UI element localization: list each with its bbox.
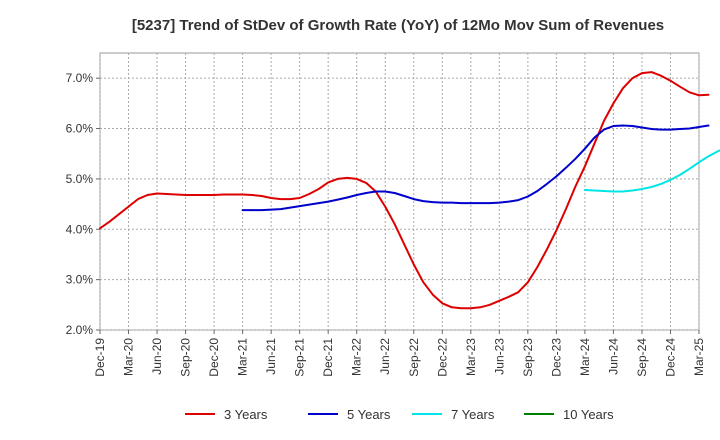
x-axis: Dec-19 Mar-20 Jun-20 Sep-20 Dec-20 Mar-21 Jun-… [93,330,706,377]
x-tick-label: Jun-24 [606,338,620,375]
series-line-5-years [241,124,710,212]
x-tick-label: Dec-23 [549,338,563,377]
x-tick-label: Jun-20 [150,338,164,375]
x-tick-label: Sep-24 [635,338,649,377]
legend: 3 Years 5 Years 7 Years 10 Years [185,407,614,422]
x-tick-label: Sep-23 [521,338,535,377]
y-tick-label: 6.0% [66,122,94,136]
x-tick-label: Mar-20 [122,338,136,376]
y-tick-label: 5.0% [66,172,94,186]
series-layer [99,71,720,310]
x-tick-label: Sep-20 [179,338,193,377]
x-tick-label: Mar-25 [692,338,706,376]
x-tick-label: Dec-24 [663,338,677,377]
y-tick-label: 3.0% [66,273,94,287]
x-tick-label: Dec-19 [93,338,107,377]
x-tick-label: Jun-21 [264,338,278,375]
y-tick-label: 7.0% [66,71,94,85]
y-tick-label: 4.0% [66,222,94,236]
chart-title: [5237] Trend of StDev of Growth Rate (Yo… [132,17,664,34]
x-tick-label: Mar-23 [464,338,478,376]
legend-label: 10 Years [563,407,614,422]
y-tick-label: 2.0% [66,323,94,337]
x-tick-label: Sep-22 [407,338,421,377]
series-line-3-years-cont- [669,79,710,97]
legend-label: 7 Years [451,407,495,422]
legend-label: 5 Years [347,407,391,422]
x-tick-label: Dec-21 [321,338,335,377]
x-tick-label: Mar-22 [350,338,364,376]
x-tick-label: Dec-22 [435,338,449,377]
x-tick-label: Jun-23 [492,338,506,375]
x-tick-label: Mar-24 [578,338,592,376]
x-tick-label: Dec-20 [207,338,221,377]
x-tick-label: Sep-21 [293,338,307,377]
y-axis: 2.0% 3.0% 4.0% 5.0% 6.0% 7.0% [66,71,100,337]
x-tick-label: Jun-22 [378,338,392,375]
x-tick-label: Mar-21 [236,338,250,376]
series-line-7-years [583,149,720,193]
legend-label: 3 Years [224,407,268,422]
series-line-3-years [99,71,672,310]
